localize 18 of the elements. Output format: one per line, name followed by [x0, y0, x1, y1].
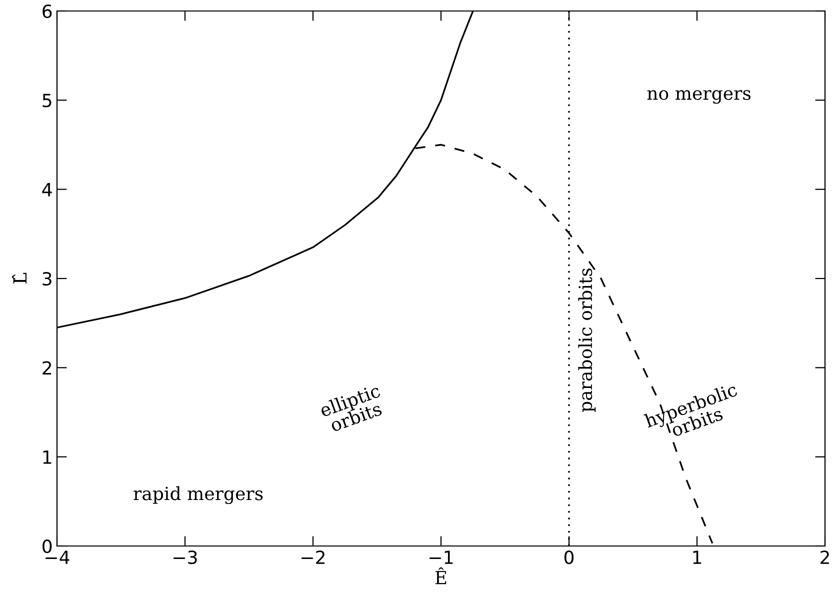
- x-axis-title: Ê: [435, 567, 446, 584]
- x-tick-label: 1: [693, 550, 702, 564]
- x-tick-label: 2: [820, 550, 829, 564]
- y-tick-label: 2: [42, 361, 52, 375]
- annotation: rapid mergers: [134, 486, 263, 504]
- annotation: elliptic orbits: [318, 383, 382, 432]
- x-tick-label: −3: [174, 550, 197, 564]
- annotation: parabolic orbits: [578, 268, 596, 412]
- x-tick-label: −1: [430, 550, 453, 564]
- x-tick-label: −2: [302, 550, 324, 564]
- y-tick-label: 5: [42, 94, 52, 108]
- y-tick-label: 1: [43, 450, 52, 464]
- x-tick-label: 0: [564, 550, 574, 564]
- y-tick-label: 6: [42, 4, 52, 18]
- annotation: no mergers: [647, 90, 751, 104]
- y-tick-label: 4: [42, 183, 52, 196]
- y-tick-label: 3: [42, 272, 52, 286]
- y-axis-title: L̂: [12, 272, 26, 284]
